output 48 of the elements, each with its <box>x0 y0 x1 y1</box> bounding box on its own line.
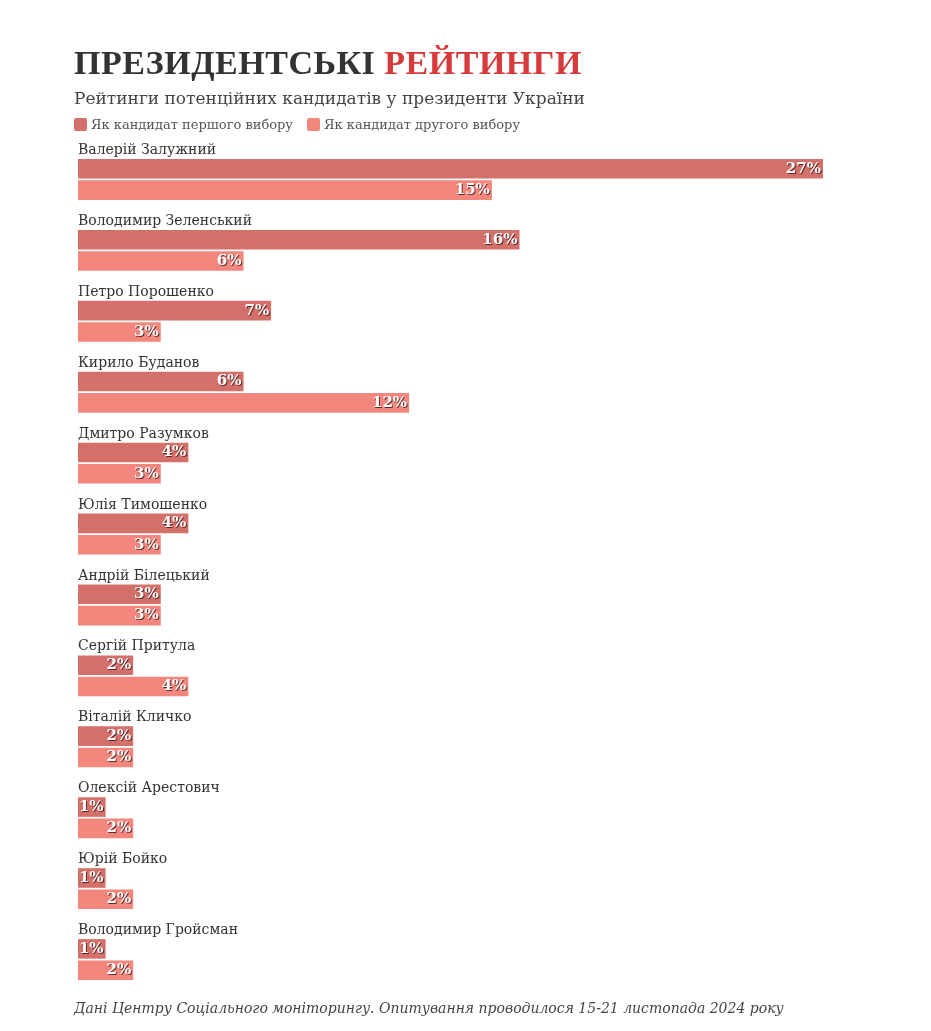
data-label: 15% <box>454 179 490 198</box>
data-label: 27% <box>785 158 821 177</box>
data-label: 1% <box>78 867 104 886</box>
data-label: 4% <box>162 443 188 462</box>
legend-label: Як кандидат другого вибору <box>323 117 521 132</box>
bar <box>78 159 823 179</box>
y-tick-label: Кирило Буданов <box>78 353 200 370</box>
data-label: 3% <box>134 605 159 624</box>
y-tick-label: Юлія Тимошенко <box>78 495 208 512</box>
bar <box>78 393 410 413</box>
y-tick-label: Володимир Гройсман <box>78 921 239 938</box>
y-tick-label: Сергій Притула <box>78 637 196 654</box>
data-label: 6% <box>216 250 242 269</box>
data-label: 3% <box>134 463 159 482</box>
data-label: 1% <box>78 796 104 815</box>
y-tick-label: Дмитро Разумков <box>78 424 209 441</box>
data-label: 4% <box>162 677 188 696</box>
legend-label: Як кандидат першого вибору <box>90 117 294 132</box>
bar <box>78 371 244 392</box>
y-tick-label: Валерій Залужний <box>78 141 217 158</box>
chart-title: ПРЕЗИДЕНТСЬКІ РЕЙТИНГИ <box>74 44 582 82</box>
data-label: 2% <box>106 655 132 674</box>
y-tick-label: Віталій Кличко <box>78 708 192 725</box>
bar <box>78 300 272 321</box>
data-label: 3% <box>134 321 159 340</box>
chart-subtitle: Рейтинги потенційних кандидатів у президенти України <box>74 88 585 108</box>
data-label: 2% <box>106 889 132 908</box>
data-label: 2% <box>106 818 132 837</box>
data-label: 4% <box>161 513 187 532</box>
data-label: 2% <box>107 961 133 980</box>
y-tick-label: Олексій Арестович <box>78 779 220 796</box>
data-label: 7% <box>244 300 270 319</box>
y-tick-label: Андрій Білецький <box>78 566 210 583</box>
data-label: 2% <box>107 748 133 767</box>
data-label: 6% <box>216 371 242 390</box>
text: Дані Центру Соціального моніторингу. Опитування проводилося 15-21 листопада 2024 року <box>74 1000 784 1016</box>
y-tick-label: Петро Порошенко <box>78 282 214 299</box>
data-label: 3% <box>134 584 159 603</box>
data-label: 1% <box>78 938 104 957</box>
data-label: 16% <box>482 229 518 248</box>
data-label: 3% <box>134 534 159 553</box>
bar <box>78 251 244 271</box>
data-label: 12% <box>371 392 408 411</box>
data-label: 2% <box>107 727 133 746</box>
bar <box>78 229 520 250</box>
y-tick-label: Юрій Бойко <box>78 850 168 867</box>
bar <box>78 180 492 200</box>
y-tick-label: Володимир Зеленський <box>78 211 253 228</box>
